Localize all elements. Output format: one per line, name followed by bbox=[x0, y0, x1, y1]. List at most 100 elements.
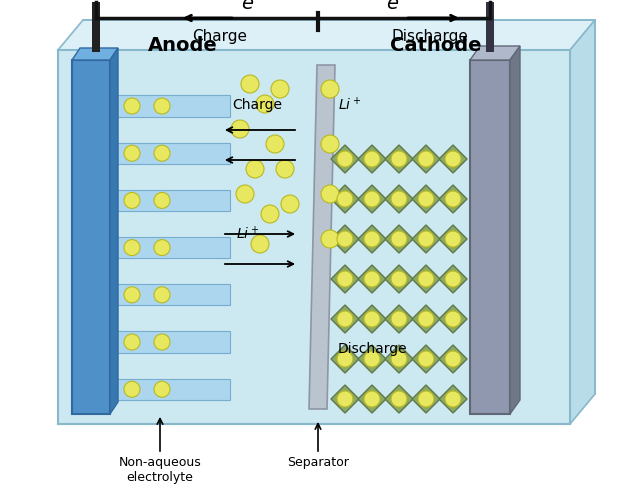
Bar bbox=[470, 60, 510, 414]
Bar bbox=[112, 332, 230, 353]
Circle shape bbox=[337, 351, 353, 367]
Circle shape bbox=[321, 80, 339, 98]
Circle shape bbox=[337, 271, 353, 287]
Text: Charge: Charge bbox=[193, 29, 248, 43]
Circle shape bbox=[364, 351, 380, 367]
Polygon shape bbox=[412, 345, 440, 373]
Circle shape bbox=[321, 185, 339, 203]
Text: $Li^+$: $Li^+$ bbox=[338, 96, 362, 113]
Circle shape bbox=[391, 191, 407, 207]
Polygon shape bbox=[110, 48, 118, 414]
Circle shape bbox=[418, 271, 434, 287]
Circle shape bbox=[418, 191, 434, 207]
Circle shape bbox=[124, 98, 140, 114]
Circle shape bbox=[445, 271, 461, 287]
Circle shape bbox=[276, 160, 294, 178]
Polygon shape bbox=[570, 20, 595, 424]
Polygon shape bbox=[412, 225, 440, 253]
Polygon shape bbox=[331, 385, 359, 413]
Circle shape bbox=[391, 151, 407, 167]
Text: Discharge: Discharge bbox=[392, 29, 468, 43]
Circle shape bbox=[154, 193, 170, 209]
Circle shape bbox=[124, 239, 140, 256]
Polygon shape bbox=[439, 145, 467, 173]
Polygon shape bbox=[412, 145, 440, 173]
Polygon shape bbox=[470, 46, 520, 60]
Circle shape bbox=[337, 231, 353, 247]
Circle shape bbox=[321, 230, 339, 248]
Polygon shape bbox=[439, 185, 467, 213]
Bar bbox=[112, 95, 230, 116]
Circle shape bbox=[364, 271, 380, 287]
Circle shape bbox=[124, 381, 140, 397]
Polygon shape bbox=[358, 385, 386, 413]
Circle shape bbox=[445, 311, 461, 327]
Polygon shape bbox=[412, 265, 440, 293]
Text: Separator: Separator bbox=[287, 456, 349, 469]
Polygon shape bbox=[412, 305, 440, 333]
Polygon shape bbox=[358, 225, 386, 253]
Polygon shape bbox=[72, 48, 118, 60]
Circle shape bbox=[154, 145, 170, 161]
Circle shape bbox=[261, 205, 279, 223]
Text: Discharge: Discharge bbox=[338, 342, 408, 356]
Circle shape bbox=[337, 391, 353, 407]
Bar bbox=[72, 60, 110, 414]
Circle shape bbox=[154, 334, 170, 350]
Text: $Li^+$: $Li^+$ bbox=[236, 225, 260, 242]
Bar bbox=[112, 237, 230, 258]
Circle shape bbox=[337, 151, 353, 167]
Polygon shape bbox=[439, 225, 467, 253]
Circle shape bbox=[418, 151, 434, 167]
Circle shape bbox=[246, 160, 264, 178]
Circle shape bbox=[445, 191, 461, 207]
Bar bbox=[92, 2, 100, 52]
Polygon shape bbox=[385, 305, 413, 333]
Polygon shape bbox=[58, 20, 595, 50]
Circle shape bbox=[418, 391, 434, 407]
Polygon shape bbox=[358, 345, 386, 373]
Bar bbox=[486, 2, 494, 52]
Bar bbox=[112, 143, 230, 164]
Bar bbox=[112, 190, 230, 211]
Circle shape bbox=[337, 311, 353, 327]
Circle shape bbox=[256, 95, 274, 113]
Polygon shape bbox=[331, 265, 359, 293]
Circle shape bbox=[337, 191, 353, 207]
Circle shape bbox=[241, 75, 259, 93]
Polygon shape bbox=[309, 65, 335, 409]
Polygon shape bbox=[331, 185, 359, 213]
Circle shape bbox=[391, 271, 407, 287]
Text: Charge: Charge bbox=[232, 98, 282, 112]
Circle shape bbox=[281, 195, 299, 213]
Text: Non-aqueous
electrolyte: Non-aqueous electrolyte bbox=[118, 456, 202, 484]
Circle shape bbox=[124, 145, 140, 161]
Polygon shape bbox=[412, 185, 440, 213]
Circle shape bbox=[231, 120, 249, 138]
Bar bbox=[112, 379, 230, 400]
Circle shape bbox=[445, 151, 461, 167]
Circle shape bbox=[391, 311, 407, 327]
Circle shape bbox=[271, 80, 289, 98]
Polygon shape bbox=[510, 46, 520, 414]
Circle shape bbox=[391, 231, 407, 247]
Circle shape bbox=[418, 351, 434, 367]
Circle shape bbox=[124, 287, 140, 303]
Polygon shape bbox=[331, 145, 359, 173]
Polygon shape bbox=[385, 345, 413, 373]
Circle shape bbox=[364, 151, 380, 167]
Circle shape bbox=[364, 311, 380, 327]
Polygon shape bbox=[385, 185, 413, 213]
Circle shape bbox=[251, 235, 269, 253]
Text: $e^-$: $e^-$ bbox=[241, 0, 269, 14]
Polygon shape bbox=[439, 385, 467, 413]
Polygon shape bbox=[331, 345, 359, 373]
Circle shape bbox=[154, 381, 170, 397]
Bar bbox=[112, 284, 230, 305]
Circle shape bbox=[321, 135, 339, 153]
Circle shape bbox=[154, 239, 170, 256]
Polygon shape bbox=[331, 305, 359, 333]
Circle shape bbox=[266, 135, 284, 153]
Circle shape bbox=[445, 231, 461, 247]
Circle shape bbox=[391, 391, 407, 407]
